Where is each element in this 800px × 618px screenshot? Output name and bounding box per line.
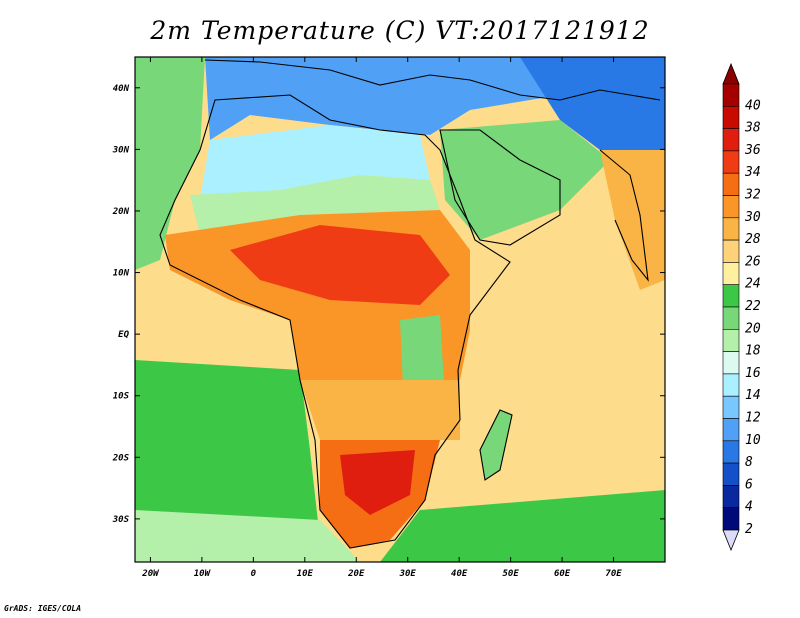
colorbar-swatch: [722, 106, 740, 129]
colorbar-label: 40: [745, 98, 761, 113]
colorbar-label: 32: [744, 188, 761, 203]
colorbar-swatch: [722, 440, 740, 464]
colorbar-top-arrow: [722, 62, 740, 85]
colorbar-label: 30: [744, 210, 761, 225]
colorbar-label: 14: [745, 388, 761, 403]
longitude-axis: 20W 10W 0 10E 20E 30E 40E 50E 60E 70E: [141, 57, 622, 579]
colorbar-swatch: [722, 262, 740, 285]
map-frame: [134, 56, 666, 563]
colorbar-label: 22: [745, 299, 761, 314]
colorbar-label: 36: [744, 143, 761, 158]
colorbar-label: 10: [745, 433, 761, 448]
colorbar-swatch: [722, 239, 740, 263]
region-south-atlantic: [380, 490, 665, 562]
colorbar-label: 6: [745, 477, 753, 492]
colorbar-swatch: [722, 195, 740, 219]
colorbar-label: 16: [745, 366, 761, 381]
colorbar-swatch: [722, 395, 740, 419]
colorbar-swatch: [722, 328, 740, 352]
region-india: [600, 150, 665, 290]
colorbar-label: 18: [745, 344, 761, 359]
region-sahara-center: [190, 175, 440, 235]
lat-tick-label: 30S: [112, 515, 130, 525]
lon-tick-label: 10W: [194, 569, 212, 579]
europe-coastline: [204, 59, 661, 101]
colorbar-swatch: [722, 150, 740, 174]
lon-tick-label: 20W: [141, 569, 160, 579]
colorbar-label: 28: [745, 232, 761, 247]
region-kalahari-hot: [340, 450, 415, 515]
africa-coastline: [159, 94, 511, 549]
colorbar-label: 34: [744, 165, 761, 180]
region-arabia: [440, 120, 610, 240]
lat-tick-label: 30N: [112, 145, 130, 155]
region-madagascar: [480, 410, 512, 480]
colorbar-label: 26: [745, 254, 761, 269]
region-iran-cold: [520, 57, 665, 150]
region-central-africa: [300, 380, 460, 440]
lon-tick-label: 60E: [554, 569, 571, 579]
colorbar-label: 2: [745, 522, 753, 537]
colorbar-swatch: [722, 172, 740, 196]
colorbar-label: 38: [744, 121, 761, 136]
arabia-coastline: [439, 129, 561, 246]
colorbar-swatch: [722, 306, 740, 330]
colorbar-swatch: [722, 284, 740, 308]
lat-tick-label: EQ: [118, 330, 129, 340]
colorbar-swatch: [722, 128, 740, 152]
colorbar: 40 38 36 34 32 30 28 26 24 22 20 18 16 14 12 10 8 6 4 2: [722, 62, 761, 552]
lon-tick-label: 20E: [347, 569, 365, 579]
colorbar-swatch: [722, 217, 740, 241]
colorbar-swatch: [722, 507, 740, 531]
madagascar-coastline: [479, 409, 513, 481]
latitude-axis: 40N 30N 20N 10N EQ 10S 20S 30S: [112, 84, 665, 525]
lon-tick-label: 0: [251, 569, 257, 579]
lon-tick-label: 50E: [502, 569, 519, 579]
lon-tick-label: 10E: [297, 569, 314, 579]
lon-tick-label: 70E: [605, 569, 622, 579]
map-field: [135, 57, 665, 562]
map-title: 2m Temperature (C) VT:2017121912: [150, 16, 650, 45]
colorbar-label: 24: [745, 277, 761, 292]
region-sahel-hot-core: [230, 225, 450, 305]
lat-tick-label: 10S: [113, 392, 130, 402]
colorbar-label: 4: [745, 500, 753, 515]
colorbar-label: 8: [745, 455, 753, 470]
colorbar-swatch: [722, 418, 740, 442]
colorbar-bottom-arrow: [722, 529, 740, 552]
region-sahara-north: [200, 125, 430, 200]
grads-credit: GrADS: IGES/COLA: [4, 604, 82, 613]
lat-tick-label: 40N: [113, 84, 130, 94]
colorbar-swatch: [722, 351, 740, 375]
lon-tick-label: 40E: [451, 569, 468, 579]
lat-tick-label: 20N: [112, 207, 130, 217]
colorbar-swatch: [722, 462, 740, 486]
region-south-atlantic: [135, 360, 320, 545]
lon-tick-label: 30E: [399, 569, 417, 579]
region-southern-ocean: [135, 510, 360, 562]
colorbar-swatch: [722, 373, 740, 397]
region-north-atlantic-coast: [135, 57, 205, 270]
india-coastline: [599, 149, 649, 282]
colorbar-swatch: [722, 83, 740, 107]
coastlines: [159, 59, 661, 549]
colorbar-swatch: [722, 485, 740, 508]
colorbar-label: 20: [745, 321, 761, 336]
region-mediterranean-europe: [205, 57, 560, 140]
lat-tick-label: 10N: [113, 269, 130, 279]
lat-tick-label: 20S: [112, 453, 130, 463]
colorbar-label: 12: [745, 411, 761, 426]
